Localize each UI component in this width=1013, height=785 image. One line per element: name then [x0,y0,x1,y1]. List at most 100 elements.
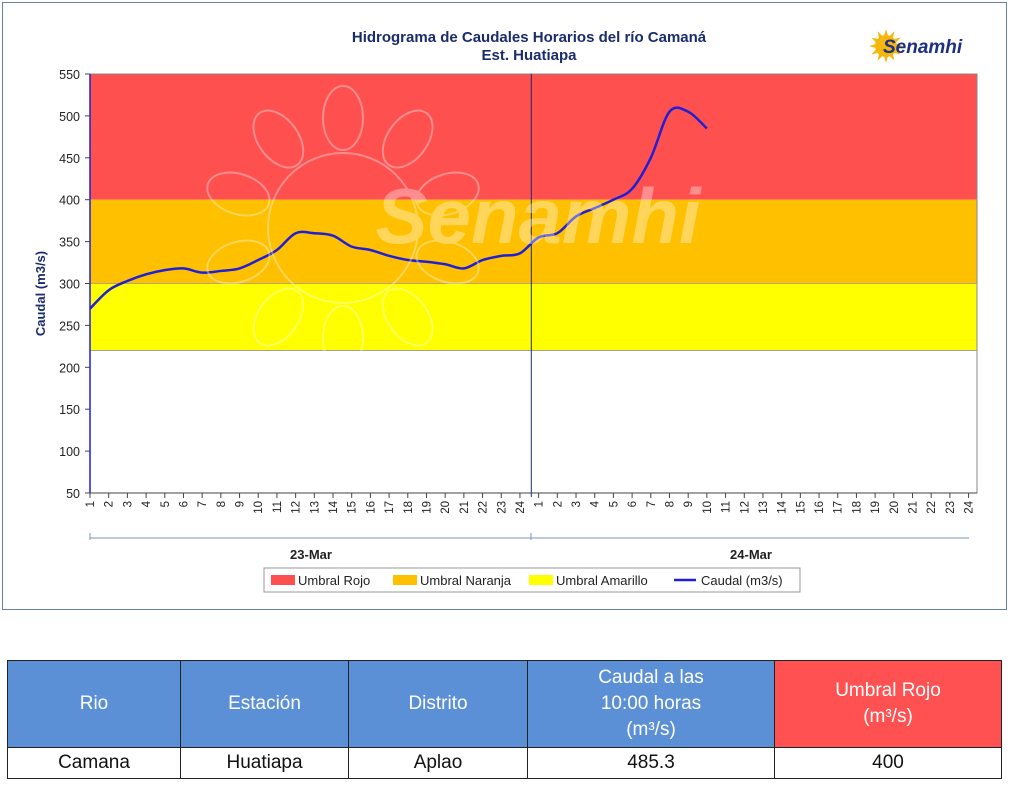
day-label: 24-Mar [730,547,772,562]
hydrograph-chart: Hidrograma de Caudales Horarios del río … [33,29,978,593]
sun-ray [877,53,884,61]
logo-text: Senamhi [883,37,963,58]
legend-label: Caudal (m3/s) [701,573,783,588]
chart-title: Hidrograma de Caudales Horarios del río … [352,29,707,46]
header-umbral-rojo: Umbral Rojo (m³/s) [774,660,1002,748]
x-tick-label: 11 [272,501,284,513]
y-tick-label: 500 [59,110,80,124]
x-tick-label: 13 [758,501,770,514]
x-tick-label: 17 [833,501,845,514]
x-tick-label: 14 [328,500,340,513]
x-tick-label: 12 [739,501,751,514]
y-tick-label: 550 [59,68,80,82]
watermark-sun-ray [252,287,305,347]
sun-ray [888,53,895,61]
legend-swatch [529,575,553,585]
x-tick-label: 3 [122,501,134,507]
x-tick-label: 6 [178,501,190,507]
sun-ray [871,48,879,55]
x-tick-label: 15 [795,501,807,514]
y-tick-label: 150 [59,403,80,417]
sun-icon [869,29,903,63]
legend-item: Umbral Amarillo [529,573,648,588]
table-row: Camana Huatiapa Aplao 485.3 400 [7,747,1002,779]
day-label: 23-Mar [290,547,332,562]
band-umbral-amarillo [90,283,977,351]
watermark-sun-icon [267,152,419,304]
legend-label: Umbral Amarillo [556,573,648,588]
sun-ray [869,43,877,49]
x-tick-label: 18 [851,501,863,514]
watermark-sun-ray [322,305,364,371]
x-tick-label: 7 [646,501,658,507]
x-tick-label: 4 [141,500,153,507]
sun-ray [883,55,889,63]
x-tick-label: 23 [496,501,508,514]
x-tick-label: 17 [384,501,396,514]
x-tick-label: 22 [926,501,938,514]
x-tick-label: 5 [160,501,172,507]
x-tick-label: 16 [365,501,377,514]
sun-ray [871,37,879,44]
x-tick-label: 22 [478,501,490,514]
x-tick-label: 24 [515,500,527,513]
x-tick-label: 20 [440,501,452,514]
x-tick-label: 10 [253,501,265,514]
y-tick-label: 300 [59,278,80,292]
watermark-sun-ray [415,171,480,217]
y-tick-label: 200 [59,361,80,375]
header-distrito: Distrito [348,660,528,748]
x-tick-label: 15 [347,501,359,514]
watermark: Senamhi [206,85,702,371]
x-tick-label: 21 [908,501,920,514]
cell-umbral-rojo: 400 [774,747,1002,779]
watermark-sun-ray [322,85,364,151]
chart-frame: Hidrograma de Caudales Horarios del río … [2,2,1007,610]
x-tick-label: 7 [197,501,209,507]
x-tick-label: 18 [403,501,415,514]
x-tick-label: 12 [291,501,303,514]
x-tick-label: 14 [777,500,789,513]
y-tick-label: 400 [59,194,80,208]
cell-estacion: Huatiapa [180,747,349,779]
y-tick-label: 250 [59,319,80,333]
chart-subtitle: Est. Huatiapa [481,47,577,64]
x-tick-label: 20 [889,501,901,514]
legend-swatch [271,575,295,585]
table-header-row: Rio Estación Distrito Caudal a las 10:00… [7,660,1002,748]
watermark-sun-ray [206,171,271,217]
x-tick-label: 3 [571,501,583,507]
sun-ray [883,29,889,37]
watermark-sun-ray [381,109,434,169]
sun-ray [893,37,901,44]
x-tick-label: 1 [85,501,97,507]
y-tick-label: 100 [59,445,80,459]
y-tick-label: 450 [59,152,80,166]
sun-ray [895,43,903,49]
x-tick-label: 9 [683,501,695,507]
cell-rio: Camana [7,747,181,779]
header-caudal: Caudal a las 10:00 horas (m³/s) [527,660,775,748]
legend-item: Umbral Rojo [271,573,370,588]
cell-distrito: Aplao [348,747,528,779]
y-axis-label: Caudal (m3/s) [33,251,48,336]
senamhi-logo: Senamhi [869,29,963,63]
x-tick-label: 19 [421,501,433,514]
sun-ray [877,31,884,39]
y-tick-label: 50 [66,487,80,501]
x-tick-label: 4 [590,500,602,507]
series-line-caudal [89,106,708,310]
y-tick-label: 350 [59,236,80,250]
x-tick-label: 9 [235,501,247,507]
header-rio: Rio [7,660,181,748]
x-tick-label: 2 [104,501,116,507]
band-umbral-rojo [90,74,977,200]
legend-item: Umbral Naranja [393,573,512,588]
watermark-sun-ray [206,239,271,285]
legend-label: Umbral Rojo [298,573,370,588]
sun-ray [888,31,895,39]
x-tick-label: 10 [702,501,714,514]
legend-label: Umbral Naranja [420,573,512,588]
x-tick-label: 23 [945,501,957,514]
x-tick-label: 21 [459,501,471,514]
